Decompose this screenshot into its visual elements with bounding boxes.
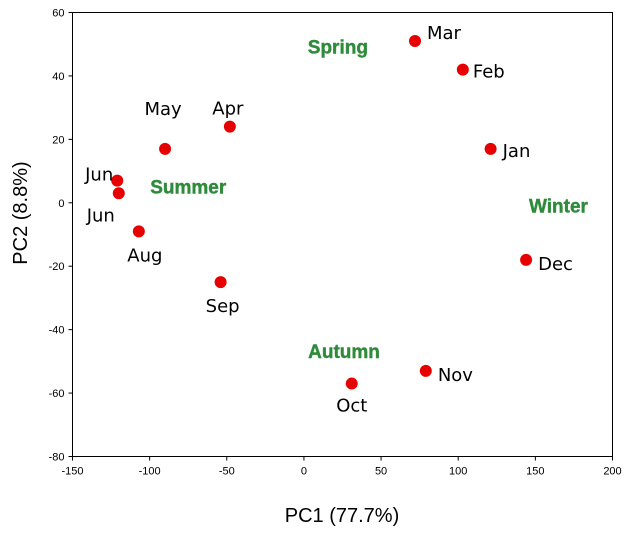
data-point [214, 276, 227, 289]
x-tick-label: -150 [61, 466, 83, 478]
x-axis-title: PC1 (77.7%) [285, 505, 400, 527]
y-tick-label: 20 [52, 134, 64, 146]
x-tick-label: -50 [219, 466, 235, 478]
data-point [409, 35, 422, 48]
y-tick-label: 40 [52, 71, 64, 83]
data-point [112, 187, 125, 200]
y-tick-label: -20 [49, 261, 65, 273]
x-tick-label: 50 [375, 466, 387, 478]
data-point [484, 142, 497, 155]
y-tick-label: -40 [49, 325, 65, 337]
data-point [132, 225, 145, 238]
point-label: Sep [206, 296, 240, 317]
point-label: Feb [473, 62, 505, 83]
data-point [111, 174, 124, 187]
x-tick-label: 100 [449, 466, 467, 478]
point-label: Mar [427, 23, 462, 44]
data-point [520, 253, 533, 266]
season-label: Spring [308, 38, 368, 59]
point-label: Dec [538, 254, 573, 275]
data-point [223, 120, 236, 133]
point-label: Nov [438, 365, 473, 386]
x-tick-label: 200 [603, 466, 621, 478]
season-label: Winter [529, 196, 589, 217]
y-axis-title: PC2 (8.8%) [10, 161, 32, 264]
point-label: Jun [84, 165, 113, 186]
y-tick-label: 0 [58, 198, 64, 210]
data-point [419, 364, 432, 377]
point-label: May [144, 99, 182, 120]
point-label: Apr [212, 99, 244, 120]
y-tick-label: -60 [49, 388, 65, 400]
axis-ticks: -150 -100 -50 0 50 100 150 200 -80 -60 -40 -20 0 20 40… [49, 8, 622, 478]
x-tick-label: -100 [139, 466, 161, 478]
data-point [159, 142, 172, 155]
season-label: Autumn [308, 342, 380, 363]
data-point [345, 377, 358, 390]
point-label: Aug [127, 245, 162, 266]
y-tick-label: 60 [52, 8, 64, 20]
point-labels: Jan Feb Mar Apr May Jun Jun Aug Sep Oct Nov Dec [84, 23, 573, 417]
point-label: Jan [502, 141, 531, 162]
point-label: Oct [336, 396, 367, 417]
point-label: Jun [86, 205, 115, 226]
season-label: Summer [150, 177, 227, 198]
season-annotations: Spring Summer Autumn Winter [150, 38, 589, 364]
x-tick-label: 150 [526, 466, 544, 478]
x-tick-label: 0 [301, 466, 307, 478]
data-point [456, 63, 469, 76]
y-tick-label: -80 [49, 452, 65, 464]
data-points [111, 35, 533, 390]
plot-area-border [72, 12, 613, 457]
